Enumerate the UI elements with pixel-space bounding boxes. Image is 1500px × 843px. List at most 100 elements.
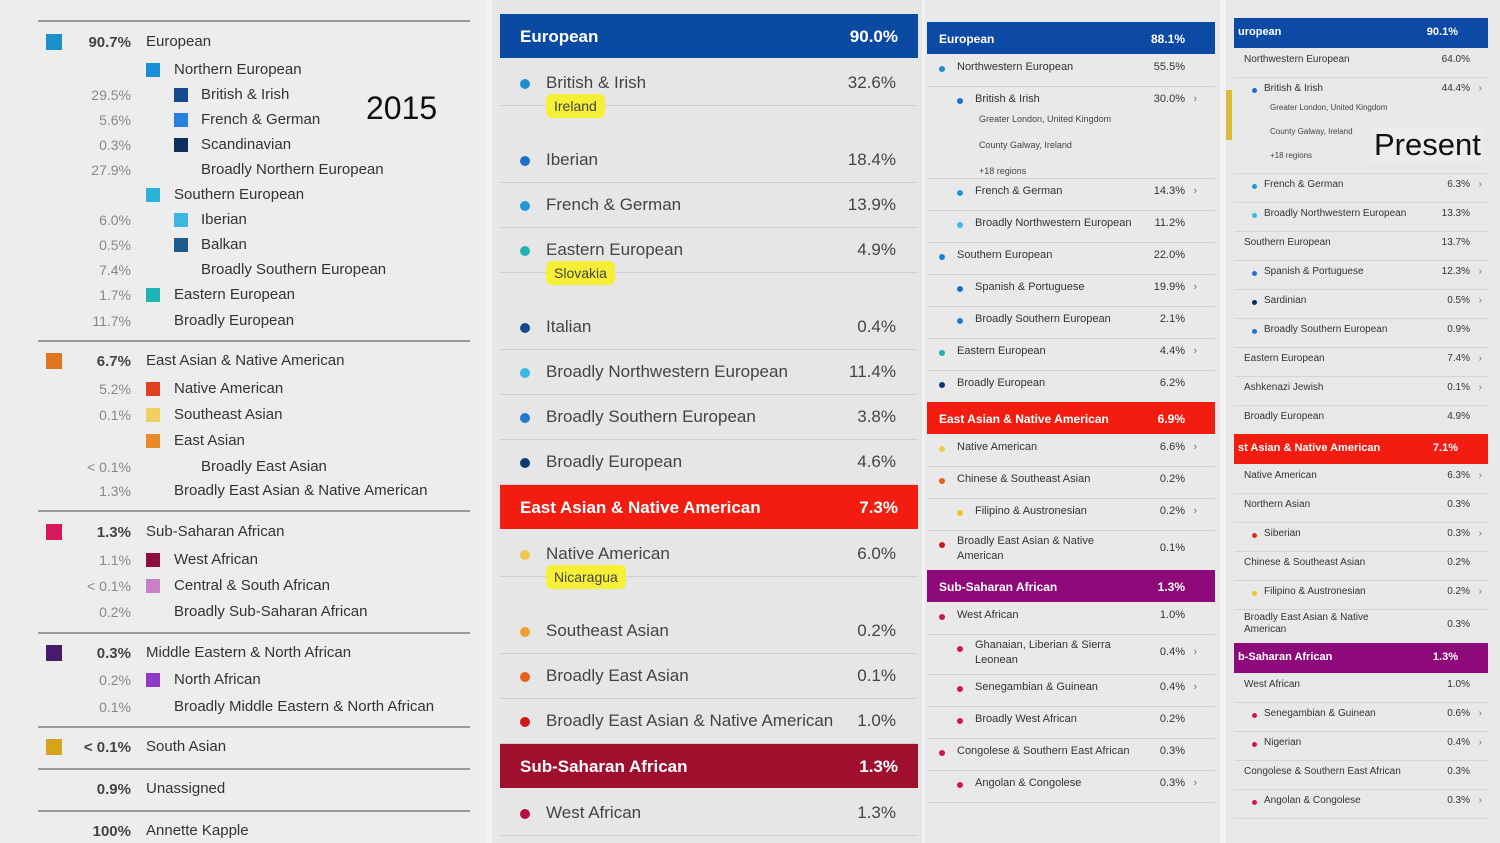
ancestry-row[interactable]: Native American 6.3% › — [1234, 464, 1488, 494]
ancestry-row[interactable]: British & Irish 44.4% › Greater London, Uni… — [1234, 77, 1488, 174]
chevron-right-icon[interactable]: › — [1478, 737, 1482, 748]
ancestry-row: 1.7% Eastern European — [0, 282, 485, 308]
row-label: Central & South African — [174, 577, 330, 594]
chevron-right-icon[interactable]: › — [1478, 266, 1482, 277]
ancestry-row[interactable]: Italian 0.4% — [500, 305, 918, 350]
row-label: Chinese & Southeast Asian — [1244, 557, 1366, 568]
chevron-right-icon[interactable]: › — [1478, 382, 1482, 393]
ancestry-row[interactable]: Eastern European 7.4% › — [1234, 347, 1488, 377]
chevron-right-icon[interactable]: › — [1478, 295, 1482, 306]
ancestry-row[interactable]: Senegambian & Guinean 0.4% › — [927, 674, 1215, 707]
group-header[interactable]: uropean 90.1% — [1234, 18, 1488, 48]
ancestry-row[interactable]: Spanish & Portuguese 19.9% › — [927, 274, 1215, 307]
ancestry-row[interactable]: Siberian 0.3% › — [1234, 522, 1488, 552]
row-label: Congolese & Southern East African — [957, 745, 1130, 757]
ancestry-row[interactable]: Northern Asian 0.3% — [1234, 493, 1488, 523]
ancestry-row[interactable]: Congolese & Southern East African 0.3% — [1234, 760, 1488, 790]
region-item[interactable]: Greater London, United Kingdom — [1270, 103, 1388, 112]
ancestry-row[interactable]: Southeast Asian 0.2% — [500, 609, 918, 654]
ancestry-row[interactable]: Eastern European 4.4% › — [927, 338, 1215, 371]
ancestry-row[interactable]: Broadly Southern European 0.9% — [1234, 318, 1488, 348]
chevron-right-icon[interactable]: › — [1478, 470, 1482, 481]
chevron-right-icon[interactable]: › — [1193, 281, 1197, 293]
ancestry-row[interactable]: Broadly East Asian 0.1% — [500, 654, 918, 699]
ancestry-row[interactable]: Ashkenazi Jewish 0.1% › — [1234, 376, 1488, 406]
chevron-right-icon[interactable]: › — [1193, 345, 1197, 357]
ancestry-row[interactable]: Broadly West African 0.2% — [927, 706, 1215, 739]
ancestry-row[interactable]: Southern European 13.7% — [1234, 231, 1488, 261]
chevron-right-icon[interactable]: › — [1478, 528, 1482, 539]
group-header[interactable]: b-Saharan African 1.3% — [1234, 643, 1488, 673]
ancestry-row[interactable]: Broadly European 6.2% — [927, 370, 1215, 403]
ancestry-row[interactable]: West African 1.0% — [927, 602, 1215, 635]
ancestry-row[interactable]: Filipino & Austronesian 0.2% › — [927, 498, 1215, 531]
ancestry-row[interactable]: British & Irish 30.0% › Greater London, Uni… — [927, 86, 1215, 179]
row-value: 0.2% — [1159, 713, 1185, 725]
ancestry-row[interactable]: Angolan & Congolese 0.3% › — [1234, 789, 1488, 819]
ancestry-row[interactable]: Broadly Southern European 3.8% — [500, 395, 918, 440]
group-header[interactable]: Sub-Saharan African 1.3% — [500, 744, 918, 788]
chevron-right-icon[interactable]: › — [1478, 83, 1482, 94]
ancestry-row[interactable]: Broadly East Asian & Native American 0.3% — [1234, 609, 1488, 644]
chevron-right-icon[interactable]: › — [1193, 681, 1197, 693]
chevron-right-icon[interactable]: › — [1193, 441, 1197, 453]
chevron-right-icon[interactable]: › — [1478, 795, 1482, 806]
chevron-right-icon[interactable]: › — [1193, 777, 1197, 789]
chevron-right-icon[interactable]: › — [1478, 353, 1482, 364]
color-dot — [939, 446, 945, 452]
ancestry-row[interactable]: Broadly East Asian & Native American 0.1% — [927, 530, 1215, 571]
ancestry-row[interactable]: West African 1.3% — [500, 791, 918, 836]
color-swatch — [46, 645, 62, 661]
ancestry-row[interactable]: West African 1.0% — [1234, 673, 1488, 703]
region-item[interactable]: +18 regions — [1270, 151, 1313, 160]
chevron-right-icon[interactable]: › — [1193, 185, 1197, 197]
ancestry-row[interactable]: Broadly Southern European 2.1% — [927, 306, 1215, 339]
ancestry-row[interactable]: Congolese & Southern East African 0.3% — [927, 738, 1215, 771]
ancestry-row[interactable]: Broadly Northwestern European 11.4% — [500, 350, 918, 395]
region-item[interactable]: Greater London, United Kingdom — [979, 114, 1112, 124]
ancestry-row[interactable]: Native American 6.6% › — [927, 434, 1215, 467]
ancestry-row[interactable]: Eastern European 4.9% — [500, 228, 918, 273]
ancestry-row[interactable]: French & German 13.9% — [500, 183, 918, 228]
ancestry-row[interactable]: Filipino & Austronesian 0.2% › — [1234, 580, 1488, 610]
color-dot — [939, 66, 945, 72]
row-label: Ghanaian, Liberian & Sierra Leonean — [975, 639, 1111, 666]
ancestry-row[interactable]: Chinese & Southeast Asian 0.2% — [927, 466, 1215, 499]
region-item[interactable]: County Galway, Ireland — [979, 140, 1072, 150]
ancestry-row[interactable]: Northwestern European 64.0% — [1234, 48, 1488, 78]
ancestry-row[interactable]: Native American 6.0% — [500, 532, 918, 577]
group-header[interactable]: Sub-Saharan African 1.3% — [927, 570, 1215, 602]
ancestry-row[interactable]: Broadly European 4.6% — [500, 440, 918, 485]
ancestry-row[interactable]: Sardinian 0.5% › — [1234, 289, 1488, 319]
chevron-right-icon[interactable]: › — [1193, 505, 1197, 517]
group-header[interactable]: European 90.0% — [500, 14, 918, 58]
ancestry-row[interactable]: Broadly East Asian & Native American 1.0% — [500, 699, 918, 744]
chevron-right-icon[interactable]: › — [1478, 586, 1482, 597]
chevron-right-icon[interactable]: › — [1193, 646, 1197, 658]
ancestry-row[interactable]: French & German 14.3% › — [927, 178, 1215, 211]
ancestry-row[interactable]: Southern European 22.0% — [927, 242, 1215, 275]
group-label: Sub-Saharan African — [520, 757, 688, 776]
ancestry-row[interactable]: Iberian 18.4% — [500, 138, 918, 183]
ancestry-row[interactable]: Broadly European 4.9% — [1234, 405, 1488, 435]
ancestry-row[interactable]: British & Irish 32.6% — [500, 61, 918, 106]
ancestry-row[interactable]: Spanish & Portuguese 12.3% › — [1234, 260, 1488, 290]
group-header[interactable]: European 88.1% — [927, 22, 1215, 54]
chevron-right-icon[interactable]: › — [1478, 179, 1482, 190]
ancestry-row[interactable]: Broadly Northwestern European 13.3% — [1234, 202, 1488, 232]
ancestry-row[interactable]: Senegambian & Guinean 0.6% › — [1234, 702, 1488, 732]
region-item[interactable]: +18 regions — [979, 166, 1027, 176]
ancestry-row[interactable]: Broadly Northwestern European 11.2% — [927, 210, 1215, 243]
group-header[interactable]: East Asian & Native American 7.3% — [500, 485, 918, 529]
ancestry-row[interactable]: Chinese & Southeast Asian 0.2% — [1234, 551, 1488, 581]
ancestry-row[interactable]: French & German 6.3% › — [1234, 173, 1488, 203]
chevron-right-icon[interactable]: › — [1193, 93, 1197, 105]
ancestry-row[interactable]: Nigerian 0.4% › — [1234, 731, 1488, 761]
group-header[interactable]: st Asian & Native American 7.1% — [1234, 434, 1488, 464]
chevron-right-icon[interactable]: › — [1478, 708, 1482, 719]
ancestry-row[interactable]: Northwestern European 55.5% — [927, 54, 1215, 87]
region-item[interactable]: County Galway, Ireland — [1270, 127, 1353, 136]
ancestry-row[interactable]: Ghanaian, Liberian & Sierra Leonean 0.4% › — [927, 634, 1215, 675]
ancestry-row[interactable]: Angolan & Congolese 0.3% › — [927, 770, 1215, 803]
group-header[interactable]: East Asian & Native American 6.9% — [927, 402, 1215, 434]
